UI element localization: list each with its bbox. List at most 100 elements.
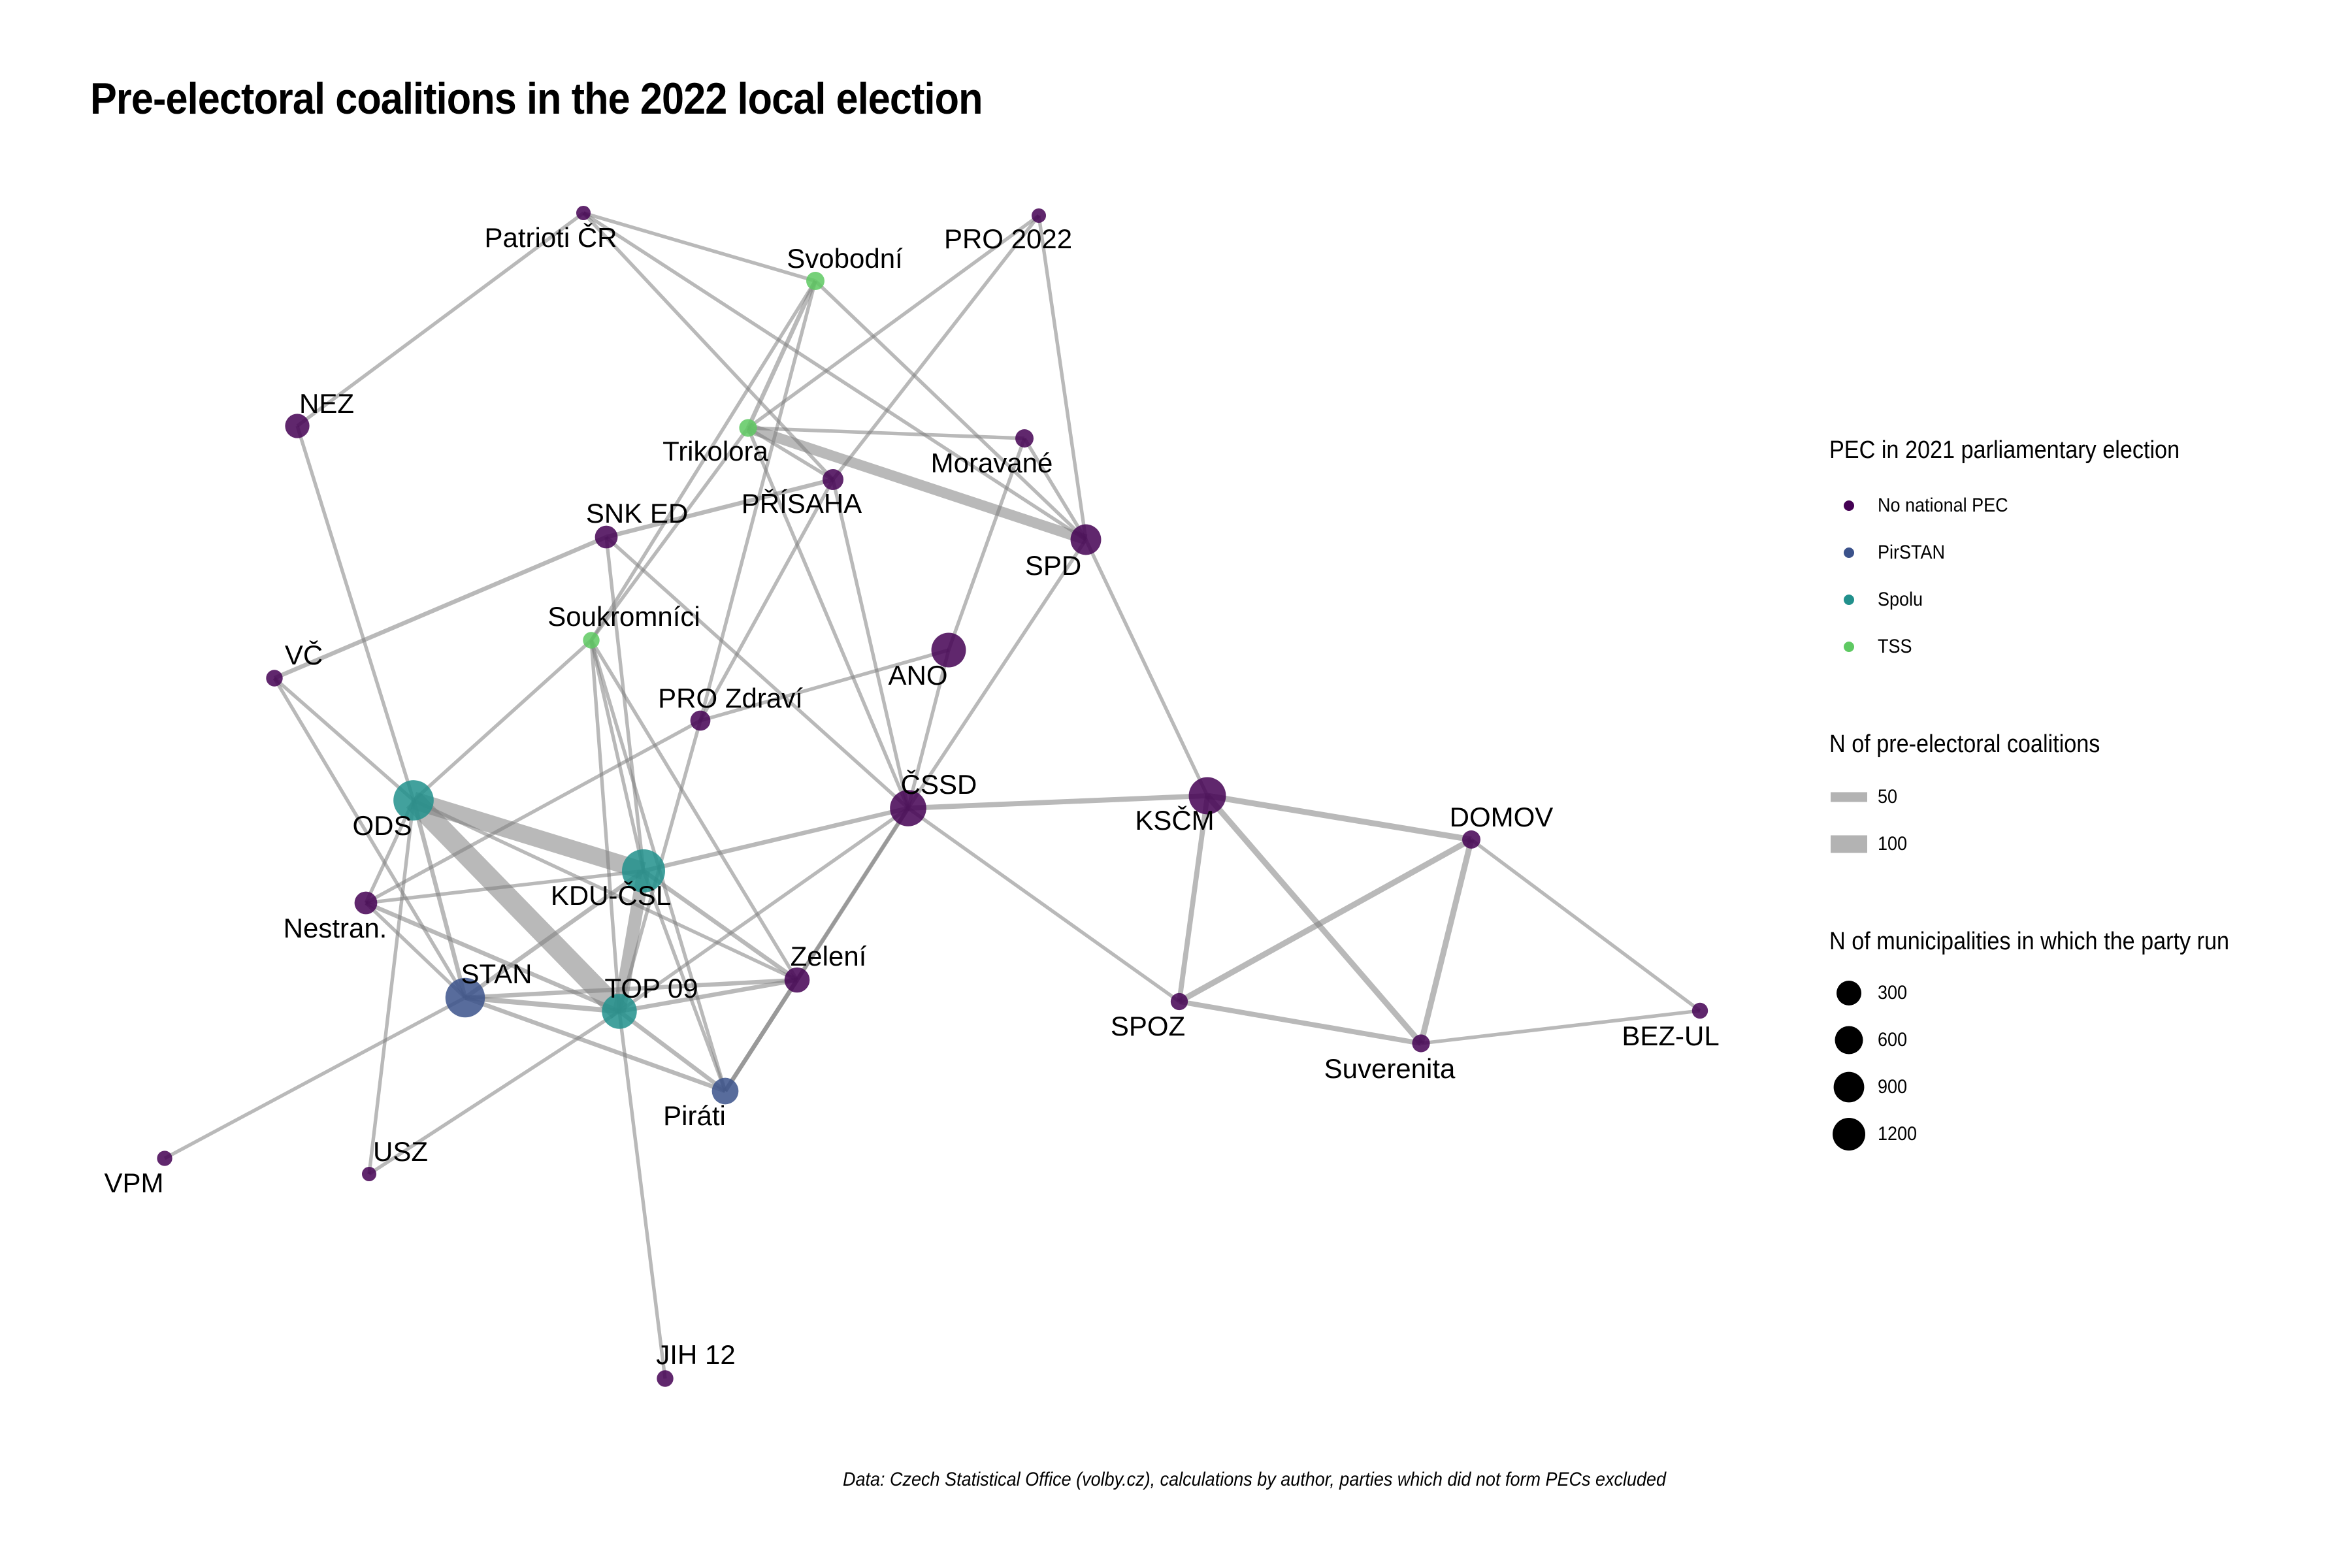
node-label: Zelení [791,941,867,972]
legend-key [1835,1026,1863,1054]
node [1462,830,1480,849]
edge [411,792,646,879]
edge [698,478,835,722]
edge [605,535,909,810]
caption: Data: Czech Statistical Office (volby.cz… [843,1469,1667,1490]
node [1170,992,1188,1011]
node-label: PŘÍSAHA [742,488,862,519]
chart-title: Pre-electoral coalitions in the 2022 loc… [90,74,983,123]
node [711,1077,739,1105]
edge [1470,838,1701,1013]
edge [273,676,415,802]
node-label: PRO 2022 [944,223,1072,254]
node-label: Moravané [931,448,1053,478]
node-label: Piráti [663,1100,726,1131]
legend-key [1844,500,1854,511]
edge [412,798,798,982]
edge [273,534,608,681]
node-label: SPOZ [1111,1011,1185,1041]
node-label: DOMOV [1450,802,1554,832]
edge [618,1009,727,1093]
legend-label: 100 [1878,833,1908,855]
edge [465,977,798,1000]
node-label: STAN [461,958,532,989]
node-label: ANO [888,660,947,691]
edges-layer [163,211,1701,1379]
edge [464,869,645,1000]
edge [831,479,910,809]
edge [589,427,750,642]
edge [465,995,620,1014]
edge [589,280,817,642]
node-label: USZ [373,1136,428,1167]
legend-color-swatch [1844,500,1854,511]
node [739,419,757,437]
edge [365,902,466,999]
node [931,632,966,668]
node [806,272,825,290]
edge [368,1009,621,1176]
legend-label: Spolu [1878,589,1923,610]
node-label: KSČM [1135,805,1214,836]
edge [412,638,593,802]
node [354,891,378,915]
node [690,710,711,731]
node [445,977,485,1018]
legend-key [1837,981,1861,1005]
edge [163,996,466,1160]
edge [1177,837,1473,1004]
node-label: SPD [1025,550,1081,581]
legend-size-title: N of municipalities in which the party r… [1829,928,2230,955]
node-label: Patrioti ČR [484,222,617,253]
edge [589,640,645,872]
edge [606,477,834,540]
edge [747,426,834,482]
edge [617,1011,667,1379]
edge [746,427,910,809]
node [361,1166,377,1182]
node-label: Suverenita [1324,1053,1456,1084]
legend-key [1831,835,1867,853]
node-label: Soukromníci [547,601,700,632]
node-label: TOP 09 [604,973,698,1004]
node-label: SNK ED [586,498,688,529]
legend-color-swatch [1844,642,1854,652]
node-label: ODS [352,810,412,841]
legend-color-swatch [1844,595,1854,605]
legend-key [1833,1071,1865,1103]
edge [1207,792,1472,843]
legend-label: 1200 [1878,1123,1918,1145]
edge [814,280,1087,541]
node [583,632,600,649]
edge [643,806,909,874]
edge [1037,215,1088,540]
edge [947,438,1026,651]
node-label: JIH 12 [656,1339,735,1370]
edge [365,869,644,905]
node-label: NEZ [299,388,354,419]
edge [589,639,799,981]
node [285,414,310,438]
legend-size-swatch [1835,1026,1863,1054]
legend-size-swatch [1833,1071,1865,1103]
node-label: KDU-ČSL [551,880,671,911]
edge [723,979,799,1092]
edge [464,995,727,1094]
edge [411,800,468,998]
node [890,790,926,826]
edge [1418,838,1475,1045]
node [1412,1034,1430,1053]
edge [619,977,798,1014]
edge [642,869,798,982]
node-label: Trikolora [662,436,768,466]
node [1031,208,1047,223]
legend-label: 50 [1878,786,1898,808]
node [393,780,434,821]
edge [747,426,1025,440]
node-label: BEZ-UL [1622,1021,1719,1051]
edge [582,212,834,481]
node [157,1151,172,1166]
edge [907,793,1208,811]
legend-color-title: PEC in 2021 parliamentary election [1829,436,2180,464]
legend-color-swatch [1844,547,1854,558]
